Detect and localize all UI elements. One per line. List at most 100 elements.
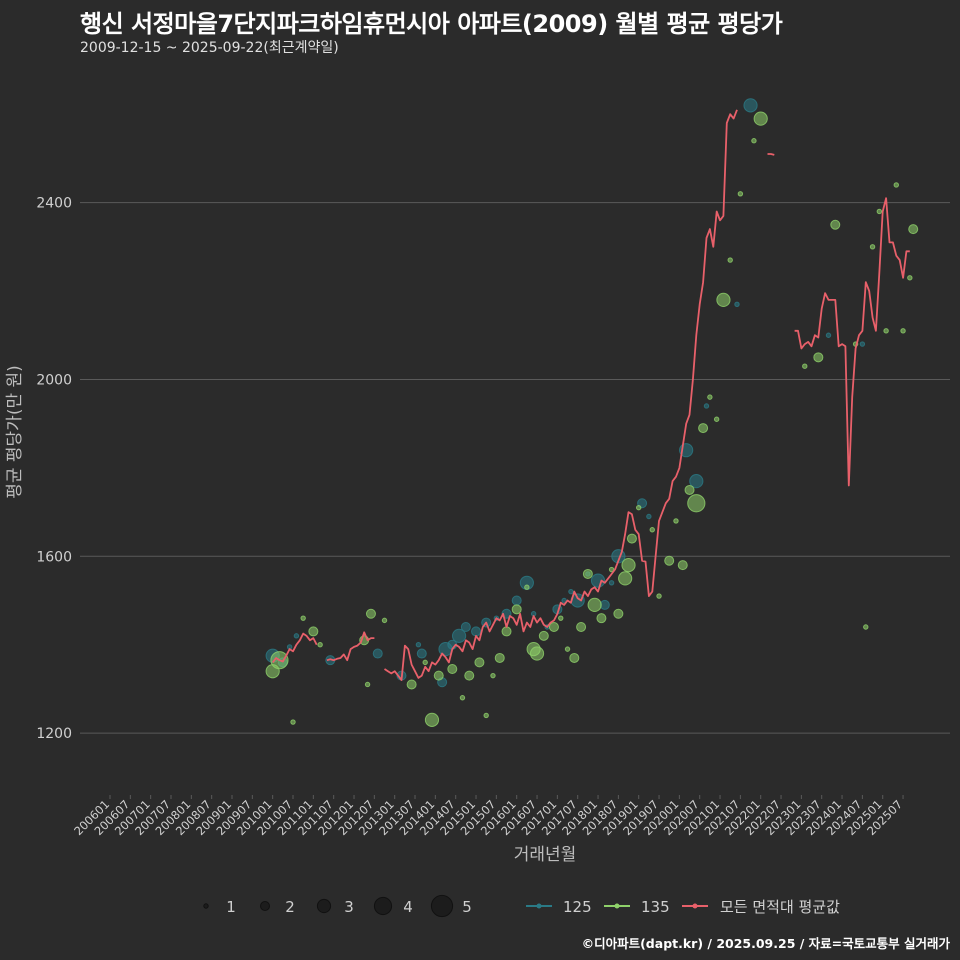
data-point-135 [365,608,376,619]
data-point-135 [813,352,824,363]
data-point-125 [511,595,522,606]
data-point-135 [490,672,496,679]
average-line-segment [384,109,738,681]
data-point-135 [524,584,530,590]
data-point-135 [649,527,655,533]
data-point-125 [568,588,574,595]
data-point-135 [753,111,768,126]
size-legend-marker [203,903,209,909]
data-point-135 [684,484,695,495]
data-point-135 [893,182,899,188]
data-point-135 [621,558,636,573]
data-point-135 [381,617,388,624]
data-point-135 [548,622,559,633]
data-point-135 [406,679,417,690]
data-point-135 [830,219,841,230]
size-legend-label: 3 [344,898,354,916]
data-point-135 [582,568,593,579]
data-point-125 [451,628,467,643]
size-legend-label: 4 [403,898,413,916]
data-point-135 [636,504,642,511]
data-point-125 [734,301,740,307]
size-legend-label: 1 [226,898,236,916]
data-point-135 [317,641,323,648]
y-tick-label: 2400 [36,196,72,212]
x-axis: 2006012006072007012007072008012008072009… [71,795,905,838]
size-legend-marker [430,894,454,918]
data-point-135 [511,604,522,615]
data-point-135 [737,191,744,197]
series-135 [265,111,919,727]
data-point-135 [626,533,637,544]
data-point-125 [689,474,704,489]
data-point-135 [802,363,808,369]
data-point-135 [908,224,919,235]
data-point-125 [859,341,866,347]
data-point-125 [703,403,710,409]
average-line-segment [326,631,375,662]
data-point-135 [751,138,757,144]
data-point-135 [907,275,913,281]
data-point-135 [433,670,444,681]
data-point-135 [869,244,876,250]
data-point-135 [618,571,633,586]
data-point-135 [538,630,549,641]
size-legend-label: 5 [462,898,472,916]
data-point-125 [415,641,422,648]
data-point-135 [900,328,906,334]
source-caption: ©디아파트(dapt.kr) / 2025.09.25 / 자료=국토교통부 실… [581,936,950,951]
data-point-135 [501,626,512,637]
data-point-135 [459,695,466,701]
chart-subtitle: 2009-12-15 ~ 2025-09-22(최근계약일) [80,40,339,56]
y-tick-label: 1600 [36,549,72,565]
data-point-135 [364,681,371,688]
data-point-135 [863,624,869,630]
data-point-135 [494,652,505,663]
data-point-135 [308,626,319,637]
data-point-135 [564,646,571,652]
data-point-135 [673,518,679,524]
color-legend-dot [536,903,542,909]
data-point-135 [558,615,564,621]
data-point-135 [707,394,713,400]
data-point-125 [460,622,471,633]
data-point-135 [474,657,485,668]
color-legend-label: 모든 면적대 평균값 [720,898,840,916]
data-point-125 [416,648,427,659]
data-point-125 [646,513,652,520]
series-125 [265,98,866,688]
color-legend-label: 125 [563,898,592,916]
data-point-135 [656,593,662,599]
data-point-135 [587,597,602,613]
data-point-135 [713,416,720,422]
data-point-135 [727,257,733,263]
data-point-135 [464,670,475,681]
data-point-135 [677,560,688,571]
data-point-135 [529,646,545,661]
data-point-135 [716,292,731,307]
y-tick-label: 2000 [36,372,72,388]
color-legend-dot [614,903,620,909]
data-point-135 [883,328,889,334]
average-line-segment [271,632,318,663]
data-point-135 [698,423,709,434]
data-point-135 [424,712,440,727]
size-legend-label: 2 [285,898,295,916]
data-point-125 [590,573,606,588]
data-point-125 [561,597,567,604]
data-point-125 [293,633,300,639]
data-point-135 [664,555,675,566]
color-legend: 125 135 모든 면적대 평균값 [526,898,840,916]
chart-title: 행신 서정마을7단지파크하임휴먼시아 아파트(2009) 월별 평균 평당가 [80,10,783,38]
data-point-135 [447,664,458,675]
data-point-135 [687,494,706,513]
data-point-135 [576,622,587,633]
data-point-125 [825,332,832,338]
color-legend-label: 135 [641,898,670,916]
y-tick-label: 1200 [36,726,72,742]
data-point-135 [613,608,624,619]
data-point-135 [483,712,489,719]
data-point-135 [300,615,306,621]
y-axis-label: 평균 평당가(만 원) [5,365,25,499]
